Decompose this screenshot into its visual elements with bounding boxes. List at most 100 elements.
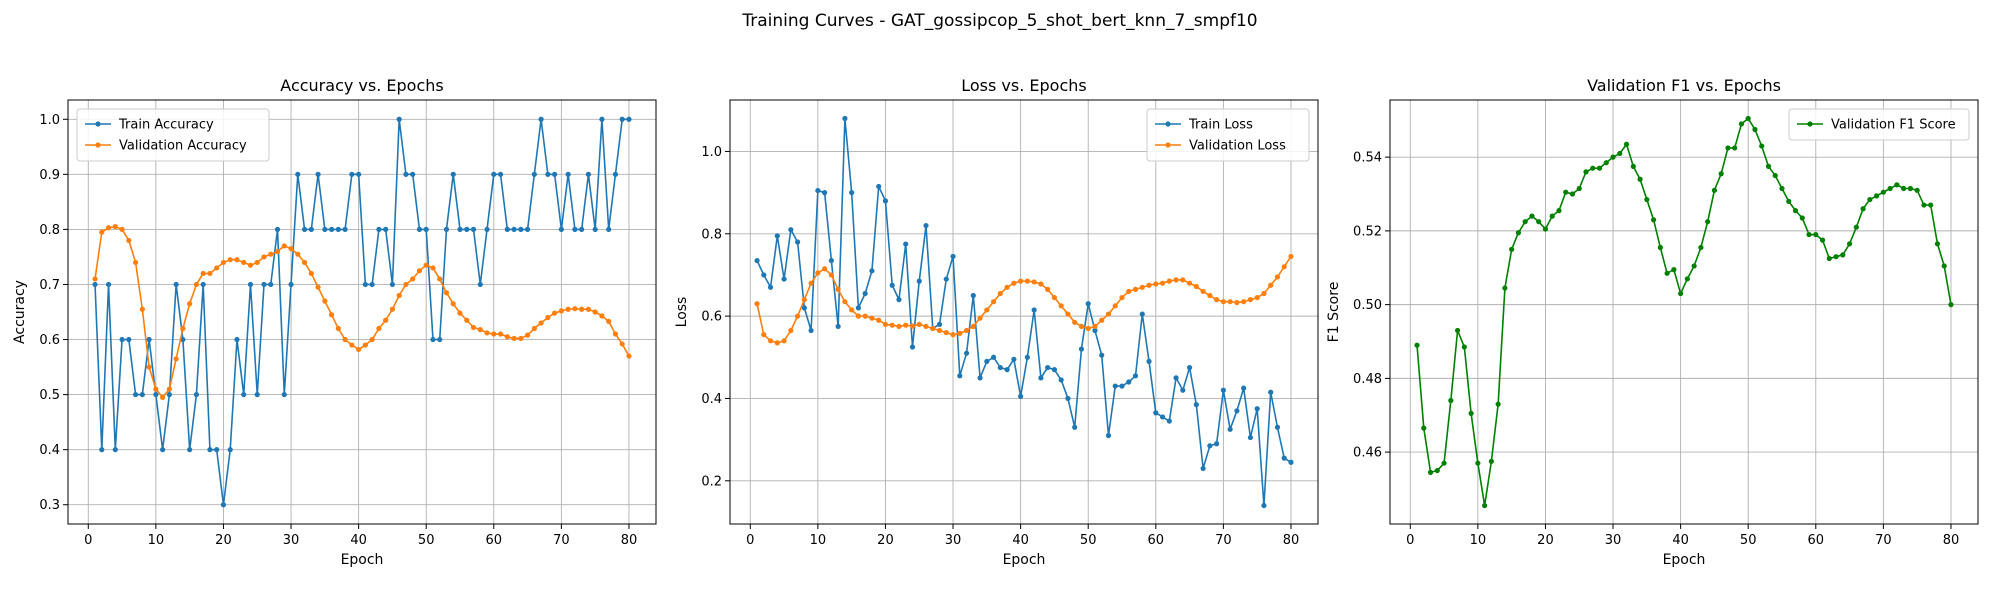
data-point <box>464 226 470 233</box>
data-point <box>923 323 929 330</box>
data-point <box>1011 280 1017 286</box>
data-point <box>227 447 233 453</box>
data-point <box>1018 278 1024 284</box>
data-point <box>1732 145 1738 151</box>
data-point <box>1166 418 1172 424</box>
data-point <box>410 276 416 282</box>
data-point <box>788 327 794 334</box>
data-point <box>1045 286 1051 292</box>
data-point <box>464 317 470 323</box>
data-point <box>1186 280 1193 286</box>
data-point <box>1180 387 1186 393</box>
data-point <box>308 226 314 233</box>
data-point <box>774 233 780 239</box>
data-point <box>295 251 301 257</box>
y-tick-label: 1.0 <box>701 145 722 160</box>
data-point <box>545 171 551 177</box>
data-point <box>943 329 949 336</box>
x-axis-label: Epoch <box>1003 552 1046 568</box>
data-point <box>990 299 997 305</box>
legend: Train Loss Validation Loss <box>1146 108 1310 162</box>
data-point <box>1173 375 1179 381</box>
data-point <box>1078 346 1085 352</box>
legend-box <box>76 108 270 162</box>
data-point <box>1427 469 1434 475</box>
x-axis-label: Epoch <box>341 552 384 568</box>
data-point <box>1813 231 1819 238</box>
y-axis-label: Loss <box>674 297 690 328</box>
data-point <box>173 356 179 362</box>
data-point <box>443 290 450 296</box>
data-point <box>1725 145 1731 151</box>
data-point <box>1752 126 1758 133</box>
data-point <box>1268 389 1274 395</box>
data-point <box>1288 459 1294 465</box>
data-point <box>761 332 767 338</box>
data-point <box>281 243 287 249</box>
data-point <box>1941 263 1947 269</box>
data-point <box>1180 277 1186 283</box>
data-point <box>896 323 902 330</box>
data-point <box>1853 224 1859 230</box>
x-tick-label: 50 <box>418 533 435 548</box>
data-point <box>1576 185 1582 192</box>
data-point <box>335 325 341 332</box>
data-point <box>1193 402 1199 408</box>
legend-box <box>1146 108 1310 162</box>
data-point <box>1664 270 1670 276</box>
data-point <box>389 306 396 312</box>
y-tick-label: 0.3 <box>39 498 60 513</box>
data-point <box>166 386 172 392</box>
series-line <box>1416 117 1952 507</box>
data-point <box>903 241 909 247</box>
data-point <box>200 270 206 277</box>
x-tick-label: 0 <box>746 533 754 548</box>
data-point <box>552 310 558 316</box>
y-tick-label: 0.4 <box>39 443 60 458</box>
data-point <box>491 171 497 177</box>
data-point <box>977 375 983 381</box>
data-point <box>842 299 848 305</box>
data-point <box>342 226 348 233</box>
data-point <box>1468 410 1474 416</box>
data-point <box>1038 281 1044 287</box>
data-point <box>234 257 240 263</box>
data-point <box>484 226 490 233</box>
legend-swatch-marker <box>1165 142 1171 148</box>
data-point <box>552 171 558 177</box>
data-point <box>1887 185 1893 192</box>
data-point <box>950 332 956 338</box>
data-point <box>322 226 328 233</box>
series-train-accuracy <box>92 116 632 508</box>
data-point <box>518 226 524 233</box>
data-point <box>903 322 909 328</box>
data-point <box>1786 198 1792 204</box>
data-point <box>1711 187 1718 193</box>
data-point <box>349 342 355 348</box>
data-point <box>612 171 619 177</box>
data-point <box>437 276 443 282</box>
data-point <box>1065 395 1071 402</box>
data-point <box>430 336 436 343</box>
figure-suptitle: Training Curves - GAT_gossipcop_5_shot_b… <box>741 11 1257 31</box>
data-point <box>1678 290 1684 297</box>
data-point <box>869 268 875 274</box>
data-point <box>356 171 362 177</box>
data-point <box>295 171 301 177</box>
data-point <box>315 284 321 290</box>
data-point <box>301 259 308 266</box>
data-point <box>180 336 186 343</box>
data-point <box>1738 121 1745 127</box>
data-point <box>565 171 571 177</box>
x-tick-label: 40 <box>1012 533 1029 548</box>
data-point <box>1085 301 1091 307</box>
data-point <box>545 314 551 321</box>
data-point <box>1058 377 1064 383</box>
data-point <box>1119 294 1125 301</box>
data-point <box>1475 460 1481 466</box>
data-point <box>1799 215 1805 221</box>
data-point <box>1502 285 1508 291</box>
y-tick-label: 0.2 <box>701 474 722 489</box>
data-point <box>187 447 193 453</box>
